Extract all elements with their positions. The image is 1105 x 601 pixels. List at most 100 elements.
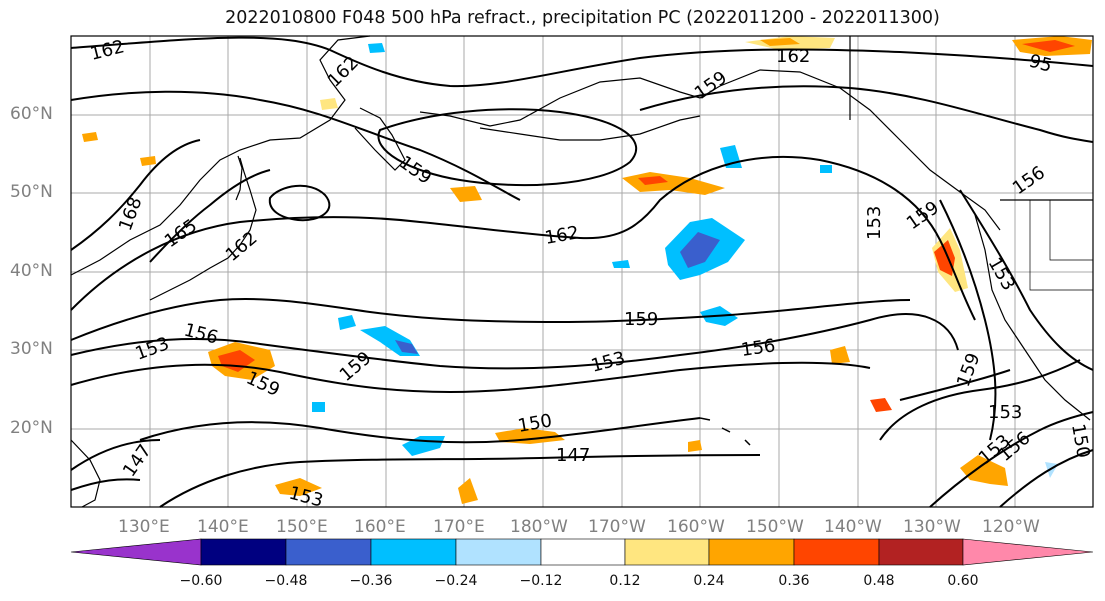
contour-label: 153 bbox=[864, 206, 885, 240]
colorbar-bin bbox=[540, 538, 626, 566]
colorbar-bin bbox=[200, 538, 287, 566]
precip-patch bbox=[1045, 462, 1058, 478]
lon-label-140w: 140°W bbox=[824, 517, 882, 537]
colorbar-bin bbox=[793, 538, 880, 566]
contour-label: 162 bbox=[776, 46, 810, 67]
lon-label-140e: 140°E bbox=[197, 517, 249, 537]
colorbar-over-arrow bbox=[962, 538, 1094, 566]
colorbar-tick: 0.48 bbox=[863, 573, 895, 589]
contour-153 bbox=[70, 361, 871, 394]
precip-patch bbox=[368, 43, 385, 53]
precip-patch bbox=[320, 98, 338, 110]
contour-label: 162 bbox=[88, 36, 126, 65]
contour-147 bbox=[159, 454, 761, 508]
contour-low-ne bbox=[377, 108, 637, 187]
precip-patch bbox=[140, 156, 156, 166]
japan-coast bbox=[149, 157, 257, 301]
contour-159-north bbox=[70, 90, 521, 201]
coastlines bbox=[70, 35, 1093, 508]
contour-label: 159 bbox=[624, 309, 658, 330]
lon-label-150e: 150°E bbox=[276, 517, 328, 537]
colorbar-under-arrow bbox=[70, 538, 202, 566]
precip-patch bbox=[338, 315, 356, 330]
contour-165 bbox=[149, 169, 271, 263]
precip-patch bbox=[720, 145, 742, 168]
precip-patch bbox=[830, 346, 850, 364]
contour-156 bbox=[70, 313, 959, 370]
contour-label: 165 bbox=[161, 215, 201, 252]
alaska-coast bbox=[419, 69, 1001, 231]
contour-label: 153 bbox=[988, 402, 1022, 423]
lon-label-160w: 160°W bbox=[667, 517, 725, 537]
colorbar-tick: 0.36 bbox=[778, 573, 810, 589]
sakhalin bbox=[235, 155, 243, 201]
contour-label: 153 bbox=[133, 333, 172, 364]
lon-label-170w: 170°W bbox=[588, 517, 646, 537]
precip-patch bbox=[622, 172, 725, 195]
contour-162-main bbox=[70, 155, 976, 321]
contour-label: 95 bbox=[1027, 51, 1055, 77]
contour-label: 159 bbox=[953, 350, 984, 389]
lat-label-50n: 50°N bbox=[10, 182, 53, 202]
contour-east-ridge bbox=[939, 189, 1094, 441]
contour-label: 159 bbox=[336, 348, 376, 386]
height-contours bbox=[70, 36, 1094, 508]
precip-patch bbox=[820, 165, 832, 173]
precip-patch bbox=[688, 440, 702, 452]
lon-label-130w: 130°W bbox=[903, 517, 961, 537]
colorbar-tick: −0.24 bbox=[434, 573, 478, 589]
north-america-coast bbox=[974, 214, 1091, 421]
colorbar-tick: −0.48 bbox=[264, 573, 308, 589]
precip-patch bbox=[760, 38, 800, 46]
contour-150 bbox=[139, 417, 701, 444]
contour-se bbox=[929, 411, 1094, 508]
contour-label: 159 bbox=[903, 197, 943, 234]
colorbar-bin bbox=[624, 538, 710, 566]
state-lines bbox=[1029, 200, 1093, 291]
contour-label: 159 bbox=[691, 67, 731, 104]
contour-sw bbox=[70, 439, 161, 491]
precip-patch bbox=[638, 176, 668, 185]
colorbar-bin bbox=[708, 538, 795, 566]
lat-label-30n: 30°N bbox=[10, 339, 53, 359]
precip-patch bbox=[1022, 40, 1075, 52]
aleutians bbox=[479, 115, 701, 141]
precip-negative-areas bbox=[312, 43, 1058, 478]
lat-label-40n: 40°N bbox=[10, 261, 53, 281]
precip-patch bbox=[612, 260, 630, 268]
colorbar-tick: 0.24 bbox=[693, 573, 725, 589]
lon-label-170e: 170°E bbox=[433, 517, 485, 537]
precip-patch bbox=[934, 240, 955, 276]
philippines-coast bbox=[70, 439, 101, 508]
lon-label-150w: 150°W bbox=[746, 517, 804, 537]
contour-162-north bbox=[70, 36, 1094, 88]
contour-west-168 bbox=[70, 139, 201, 251]
precip-patch bbox=[870, 398, 892, 412]
colorbar-tick: −0.12 bbox=[519, 573, 563, 589]
colorbar-tick: −0.60 bbox=[179, 573, 223, 589]
colorbar-bin bbox=[455, 538, 542, 566]
precip-patch bbox=[395, 340, 418, 354]
lat-label-60n: 60°N bbox=[10, 104, 53, 124]
contour-label: 150 bbox=[1067, 422, 1094, 459]
colorbar-bin bbox=[878, 538, 964, 566]
colorbar-tick: 0.60 bbox=[947, 573, 979, 589]
precip-patch bbox=[680, 232, 720, 268]
contour-159-mid bbox=[70, 298, 911, 341]
colorbar-tick: 0.12 bbox=[609, 573, 641, 589]
contour-label: 168 bbox=[115, 194, 146, 233]
precip-positive-areas bbox=[82, 36, 1092, 504]
contour-label: 159 bbox=[243, 367, 283, 401]
asia-coast bbox=[70, 35, 371, 276]
lon-label-160e: 160°E bbox=[354, 517, 406, 537]
contour-east-trough bbox=[879, 359, 1081, 441]
contour-label: 162 bbox=[543, 222, 580, 249]
precip-patch bbox=[312, 402, 325, 412]
map-frame bbox=[70, 35, 1094, 508]
contour-label: 147 bbox=[556, 445, 590, 466]
colorbar-bin bbox=[370, 538, 457, 566]
lon-label-180w: 180°W bbox=[510, 517, 568, 537]
lon-label-130e: 130°E bbox=[118, 517, 170, 537]
contour-label: 162 bbox=[324, 52, 363, 91]
